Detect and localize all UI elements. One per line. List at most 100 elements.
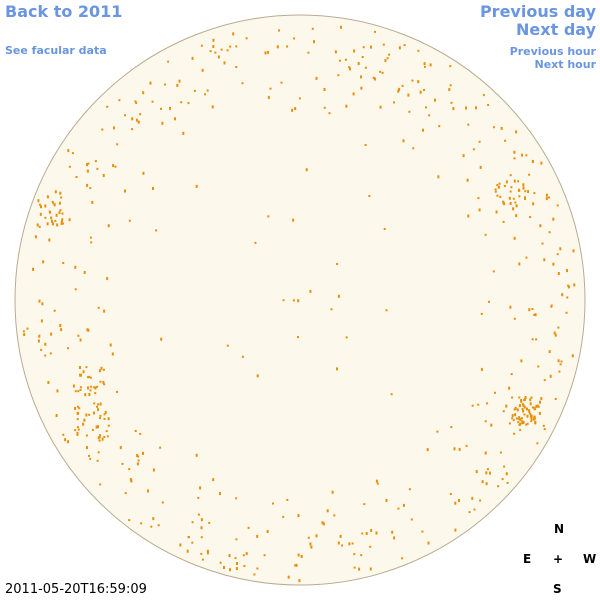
facula bbox=[521, 403, 524, 406]
back-link[interactable]: Back to 2011 bbox=[5, 2, 123, 21]
facula bbox=[514, 413, 517, 417]
facula bbox=[522, 404, 525, 408]
facula bbox=[554, 333, 557, 337]
facula bbox=[286, 45, 289, 48]
facula bbox=[232, 32, 235, 36]
facula bbox=[297, 514, 300, 518]
faculae bbox=[22, 25, 576, 583]
facula bbox=[53, 309, 56, 312]
facula bbox=[71, 152, 74, 155]
facula bbox=[159, 446, 162, 449]
facula bbox=[402, 139, 405, 143]
facula bbox=[401, 557, 404, 560]
facula bbox=[201, 558, 204, 561]
facula bbox=[59, 209, 62, 212]
facula bbox=[339, 59, 341, 62]
next-day-link[interactable]: Next day bbox=[516, 20, 596, 39]
facula bbox=[518, 396, 521, 399]
facula bbox=[449, 65, 452, 68]
facula bbox=[200, 44, 203, 47]
facula bbox=[411, 79, 414, 82]
facula bbox=[95, 425, 98, 429]
facula bbox=[176, 83, 179, 87]
facula bbox=[333, 514, 336, 517]
facula bbox=[473, 508, 476, 511]
facula bbox=[94, 386, 97, 390]
facula bbox=[533, 313, 536, 316]
facula bbox=[77, 390, 80, 393]
facula bbox=[417, 49, 420, 52]
facula bbox=[152, 468, 155, 472]
facula bbox=[336, 367, 338, 371]
facula bbox=[505, 404, 508, 408]
facula bbox=[101, 437, 104, 441]
facula bbox=[102, 368, 105, 371]
facula bbox=[297, 299, 300, 303]
facula bbox=[97, 306, 100, 309]
facula bbox=[539, 400, 541, 404]
facula bbox=[37, 339, 40, 343]
facula bbox=[85, 366, 88, 369]
facula bbox=[50, 216, 53, 220]
facula bbox=[182, 131, 185, 135]
facula bbox=[23, 333, 26, 337]
facula bbox=[379, 70, 382, 73]
facula bbox=[524, 396, 527, 399]
facula bbox=[408, 110, 411, 113]
next-hour-link[interactable]: Next hour bbox=[534, 58, 597, 71]
facula bbox=[310, 545, 313, 549]
facula bbox=[572, 249, 575, 253]
facula bbox=[74, 407, 77, 410]
facula bbox=[493, 126, 495, 129]
facula bbox=[499, 451, 502, 454]
facula bbox=[522, 186, 525, 190]
facula bbox=[360, 75, 362, 79]
facula bbox=[208, 521, 211, 524]
previous-day-link[interactable]: Previous day bbox=[479, 2, 596, 21]
facula bbox=[518, 262, 521, 266]
facula bbox=[503, 185, 506, 187]
facula bbox=[508, 386, 511, 390]
facula bbox=[545, 197, 548, 201]
facula bbox=[22, 330, 25, 333]
facula bbox=[93, 386, 96, 389]
facula bbox=[408, 488, 411, 491]
facula bbox=[91, 200, 94, 204]
facula bbox=[322, 522, 325, 526]
facula bbox=[32, 267, 34, 271]
facula bbox=[508, 422, 511, 425]
facula bbox=[521, 153, 523, 157]
facula bbox=[337, 294, 340, 298]
facula bbox=[559, 363, 562, 366]
facular-link[interactable]: See facular data bbox=[5, 44, 107, 57]
facula bbox=[111, 352, 114, 356]
facula bbox=[98, 439, 101, 442]
facula bbox=[561, 293, 564, 297]
facula bbox=[180, 101, 183, 104]
facula bbox=[91, 428, 94, 431]
facula bbox=[503, 465, 506, 468]
facula bbox=[515, 417, 518, 420]
facula bbox=[67, 440, 69, 444]
facula bbox=[147, 489, 149, 493]
facula bbox=[553, 331, 556, 335]
facula bbox=[109, 343, 112, 347]
facula bbox=[467, 123, 470, 126]
facula bbox=[103, 309, 106, 313]
facula bbox=[62, 433, 65, 436]
facula bbox=[360, 554, 363, 557]
facula bbox=[360, 86, 363, 90]
facula bbox=[142, 451, 144, 455]
facula bbox=[292, 299, 295, 302]
facula bbox=[543, 428, 546, 431]
facula bbox=[36, 223, 39, 227]
facula bbox=[128, 468, 131, 471]
previous-hour-link[interactable]: Previous hour bbox=[509, 45, 596, 58]
facula bbox=[48, 238, 51, 242]
facula bbox=[228, 554, 231, 558]
timestamp: 2011-05-20T16:59:09 bbox=[5, 582, 147, 597]
facula bbox=[309, 289, 312, 293]
facula bbox=[226, 49, 229, 52]
facula bbox=[410, 518, 413, 521]
facula bbox=[513, 236, 516, 240]
